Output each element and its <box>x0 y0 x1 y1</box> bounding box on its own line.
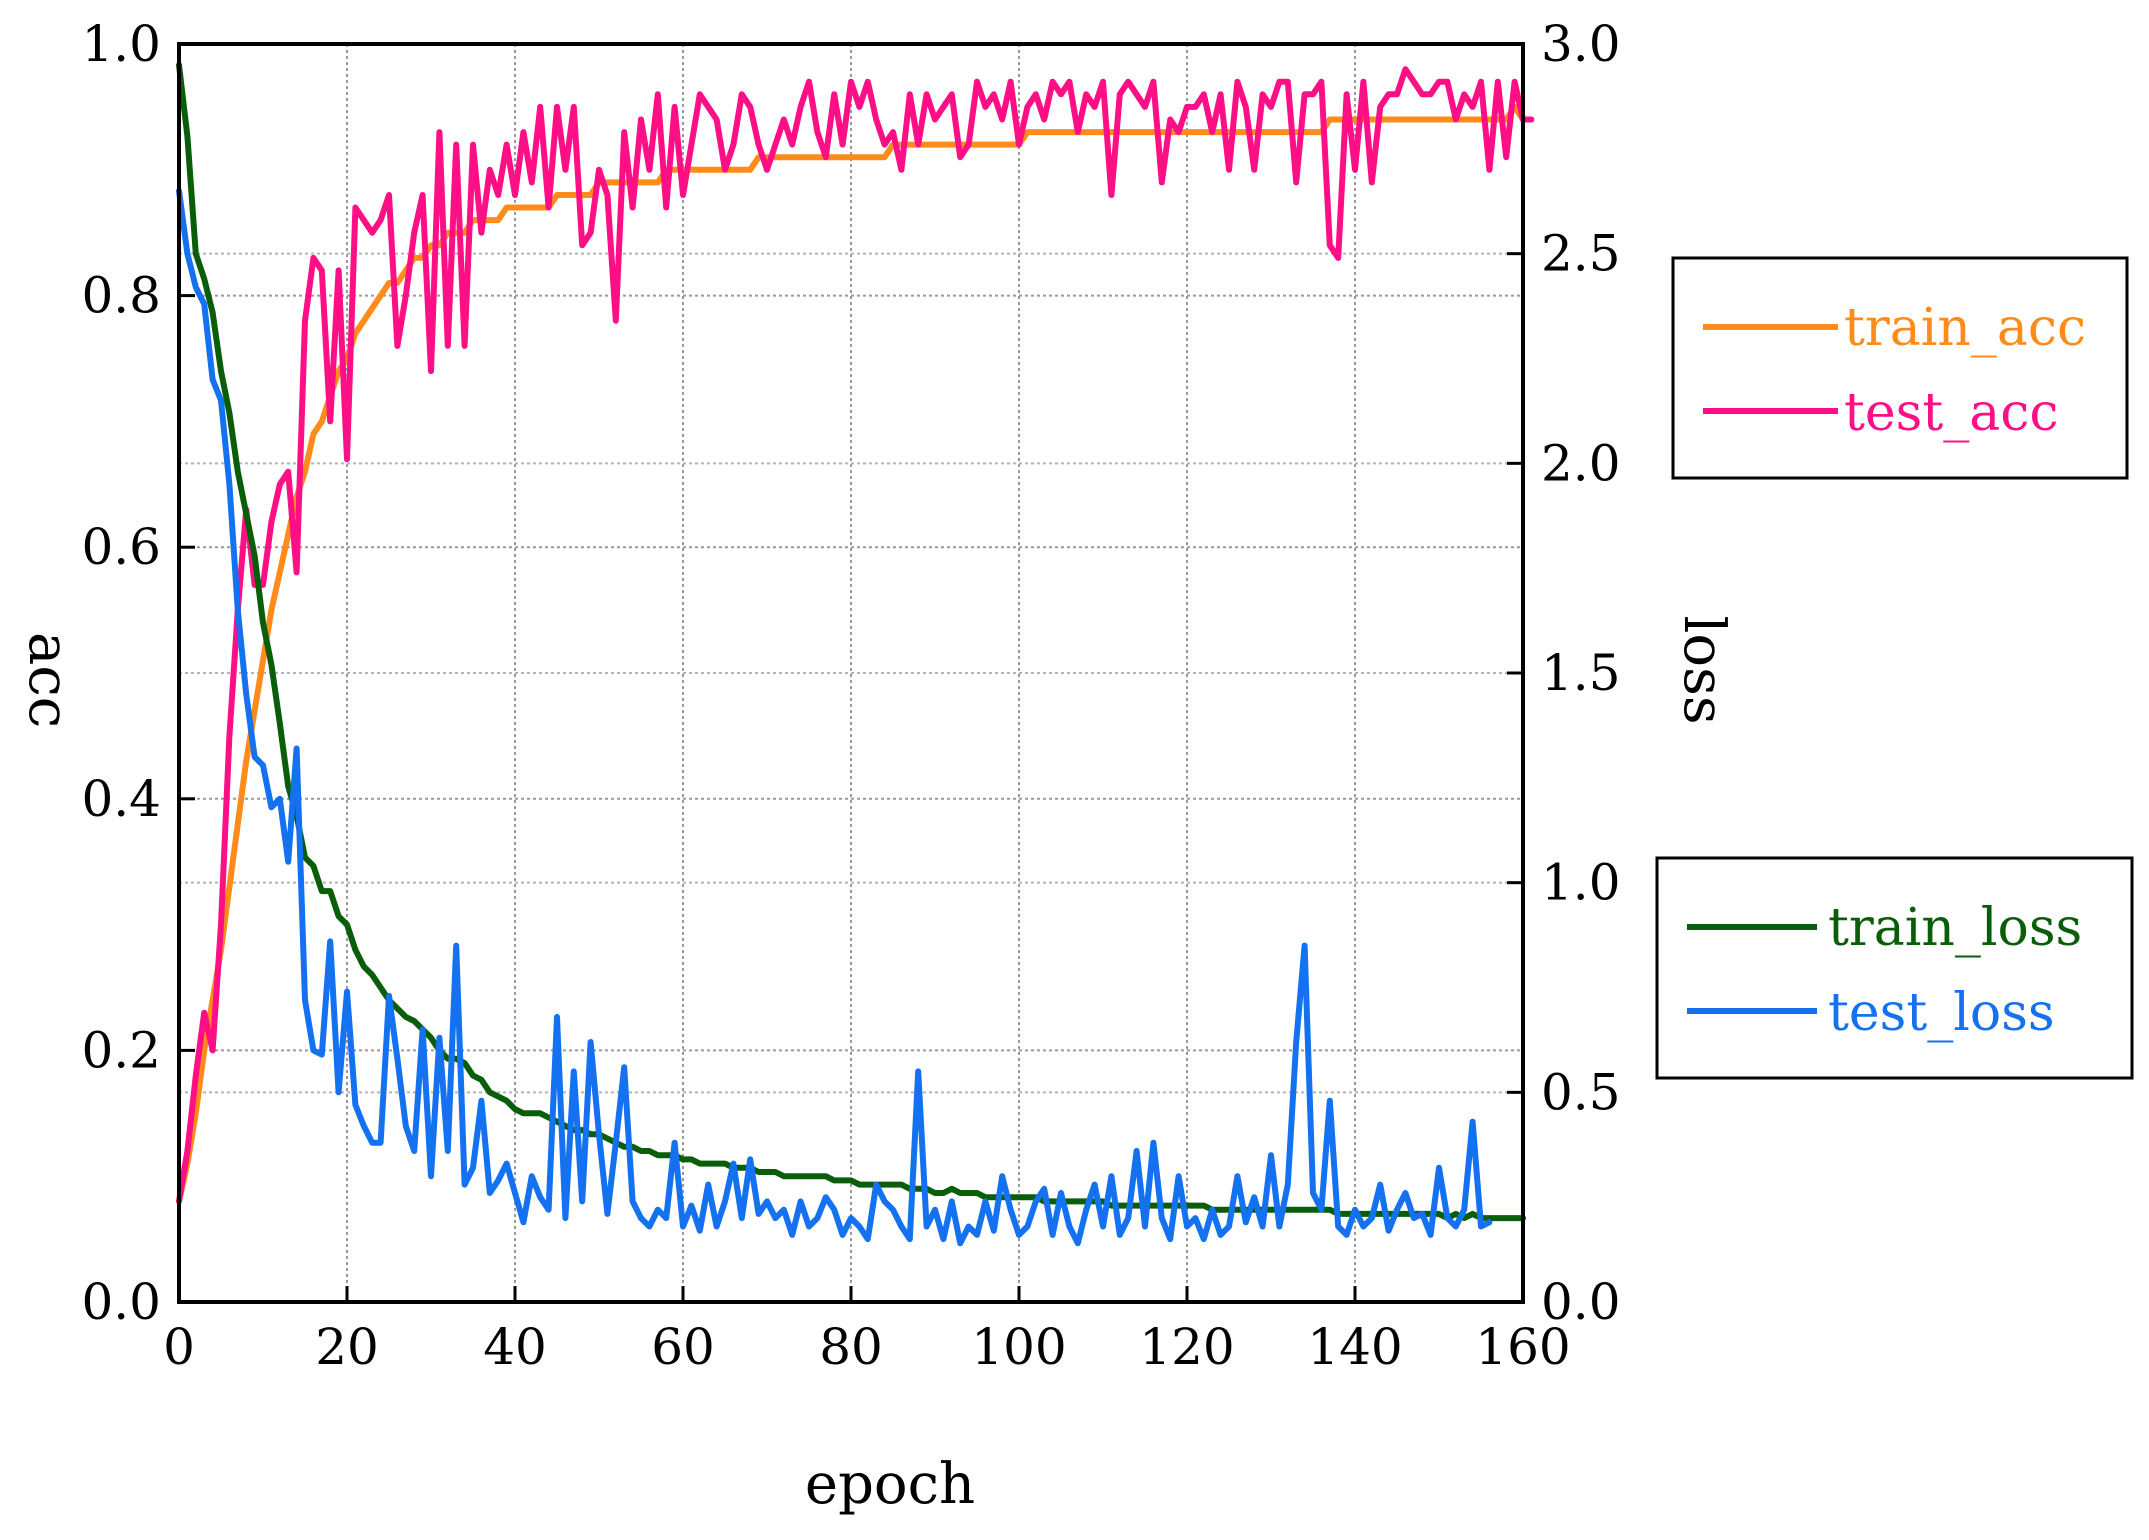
series-line-test-acc <box>176 66 1535 1205</box>
series-layer <box>176 62 1535 1247</box>
y-right-tick-label-2.0: 2.0 <box>1541 434 1621 492</box>
y-left-tick-label-0.4: 0.4 <box>81 770 161 828</box>
x-tick-label-40: 40 <box>483 1318 547 1376</box>
x-tick-label-0: 0 <box>163 1318 195 1376</box>
y-left-tick-label-1.0: 1.0 <box>81 15 161 73</box>
x-tick-label-160: 160 <box>1475 1318 1570 1376</box>
y-right-tick-label-2.5: 2.5 <box>1541 225 1621 283</box>
legend-label-train-loss: train_loss <box>1828 898 2082 958</box>
x-tick-label-100: 100 <box>971 1318 1066 1376</box>
legend-loss: train_loss test_loss <box>1655 856 2134 1080</box>
legend-accuracy-frame <box>1671 256 2129 480</box>
y-right-tick-label-0.0: 0.0 <box>1541 1273 1621 1331</box>
y-left-tick-label-0.0: 0.0 <box>81 1273 161 1331</box>
legend-label-test-loss: test_loss <box>1828 983 2055 1043</box>
series-line-test-loss <box>176 187 1493 1247</box>
y-left-tick-label-0.6: 0.6 <box>81 518 161 576</box>
y-right-tick-label-1.0: 1.0 <box>1541 854 1621 912</box>
x-tick-label-140: 140 <box>1307 1318 1402 1376</box>
y-right-tick-label-0.5: 0.5 <box>1541 1063 1621 1121</box>
x-tick-label-80: 80 <box>819 1318 883 1376</box>
y-left-axis-title: acc <box>16 632 81 728</box>
legend-loss-frame <box>1655 856 2134 1080</box>
y-left-tick-label-0.8: 0.8 <box>81 267 161 325</box>
legend-label-test-acc: test_acc <box>1844 383 2059 443</box>
x-tick-label-120: 120 <box>1139 1318 1234 1376</box>
axis-ticks: 0 20 40 60 80 100 120 140 1600.00.20.40.60.81.00… <box>81 15 1620 1376</box>
y-right-axis-title: loss <box>1671 615 1736 724</box>
x-tick-label-20: 20 <box>315 1318 379 1376</box>
series-line-train-loss <box>176 62 1526 1222</box>
y-left-tick-label-0.2: 0.2 <box>81 1021 161 1079</box>
y-right-tick-label-3.0: 3.0 <box>1541 15 1621 73</box>
y-right-tick-label-1.5: 1.5 <box>1541 644 1621 702</box>
x-axis-title: epoch <box>805 1452 975 1517</box>
legend-accuracy: train_acc test_acc <box>1671 256 2129 480</box>
legend-label-train-acc: train_acc <box>1844 298 2086 358</box>
x-tick-label-60: 60 <box>651 1318 715 1376</box>
